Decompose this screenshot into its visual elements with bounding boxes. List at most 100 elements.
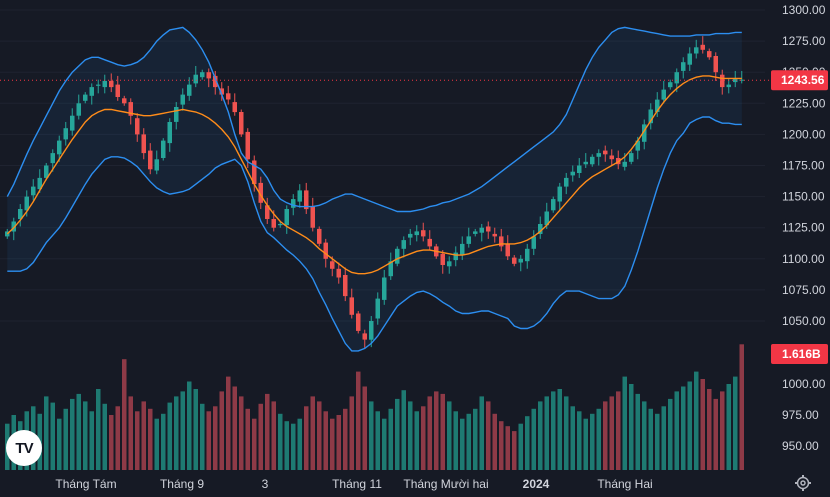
volume-bar <box>674 391 679 470</box>
volume-bar <box>739 344 744 470</box>
candle-body <box>213 75 218 88</box>
candle-body <box>330 261 335 269</box>
candle-body <box>707 51 712 58</box>
candle-body <box>5 231 10 237</box>
volume-bar <box>135 411 140 470</box>
candle-body <box>655 99 660 112</box>
volume-bar <box>518 423 523 470</box>
time-tick-label: Tháng 9 <box>160 477 204 491</box>
volume-bars <box>5 344 744 470</box>
candle-body <box>148 150 153 170</box>
candle-body <box>206 72 211 79</box>
tradingview-logo[interactable]: TV <box>6 430 42 466</box>
volume-bar <box>720 391 725 470</box>
last-volume-tag-text: 1.616B <box>782 347 821 361</box>
candle-body <box>239 112 244 135</box>
candle-body <box>356 313 361 331</box>
volume-bar <box>323 411 328 470</box>
candle-body <box>596 153 601 157</box>
volume-bar <box>661 406 666 470</box>
candle-body <box>577 165 582 173</box>
volume-bar <box>525 416 530 470</box>
candle-body <box>382 277 387 300</box>
volume-bar <box>50 402 55 470</box>
volume-bar <box>122 359 127 470</box>
candle-body <box>486 226 491 232</box>
candle-body <box>63 128 68 140</box>
gear-icon[interactable] <box>794 474 812 492</box>
volume-bar <box>421 406 426 470</box>
candle-body <box>304 190 309 210</box>
candlesticks <box>5 36 744 349</box>
candle-body <box>44 165 49 178</box>
volume-bar <box>265 393 270 470</box>
volume-bar <box>245 408 250 470</box>
volume-bar <box>395 398 400 470</box>
candle-body <box>11 221 16 232</box>
candle-body <box>408 233 413 238</box>
candle-body <box>713 56 718 73</box>
candle-body <box>720 74 725 88</box>
volume-bar <box>219 391 224 470</box>
candle-body <box>297 190 302 202</box>
candle-body <box>525 248 530 262</box>
volume-bar <box>141 401 146 470</box>
candle-body <box>284 209 289 226</box>
volume-bar <box>226 376 231 470</box>
volume-bar <box>330 418 335 470</box>
candle-body <box>570 171 575 176</box>
candle-body <box>681 62 686 71</box>
candle-body <box>739 79 744 81</box>
time-axis[interactable]: Tháng Tám Tháng 9 3 Tháng 11 Tháng Mười hai 2… <box>55 477 652 491</box>
volume-bar <box>603 401 608 470</box>
price-tick-label: 1175.00 <box>782 159 825 173</box>
volume-bar <box>382 418 387 470</box>
volume-bar <box>538 401 543 470</box>
candle-body <box>323 242 328 259</box>
volume-bar <box>102 403 107 470</box>
volume-bar <box>70 398 75 470</box>
volume-bar <box>174 396 179 470</box>
candle-body <box>135 118 140 135</box>
candle-body <box>512 257 517 264</box>
volume-bar <box>551 391 556 470</box>
candle-body <box>518 258 523 263</box>
volume-bar <box>577 411 582 470</box>
candle-body <box>252 160 257 185</box>
candle-body <box>109 80 114 88</box>
price-tick-label: 1150.00 <box>782 190 825 204</box>
candle-body <box>414 231 419 236</box>
tradingview-logo-mark: TV <box>15 439 33 457</box>
volume-bar <box>76 393 81 470</box>
candle-body <box>187 84 192 96</box>
volume-bar <box>557 389 562 470</box>
candle-body <box>50 153 55 164</box>
candle-body <box>193 74 198 84</box>
candle-body <box>317 228 322 244</box>
time-tick-label: Tháng Hai <box>597 477 652 491</box>
volume-bar <box>590 413 595 470</box>
volume-bar <box>596 408 601 470</box>
volume-bar <box>434 391 439 470</box>
candle-body <box>96 84 101 86</box>
volume-bar <box>200 403 205 470</box>
candle-body <box>161 140 166 158</box>
volume-bar <box>349 396 354 470</box>
candle-body <box>447 261 452 267</box>
volume-bar <box>635 393 640 470</box>
price-tick-label: 1225.00 <box>782 96 826 110</box>
volume-bar <box>375 411 380 470</box>
candle-body <box>622 161 627 167</box>
last-volume-tag <box>771 344 828 364</box>
candle-body <box>226 93 231 100</box>
time-tick-label: 3 <box>262 477 269 491</box>
candle-body <box>583 161 588 165</box>
candle-body <box>31 186 36 196</box>
volume-bar <box>356 371 361 470</box>
bollinger-upper-line <box>6 26 742 213</box>
candle-body <box>375 298 380 319</box>
candle-body <box>343 275 348 297</box>
candle-body <box>180 94 185 105</box>
last-price-tag <box>771 70 828 91</box>
